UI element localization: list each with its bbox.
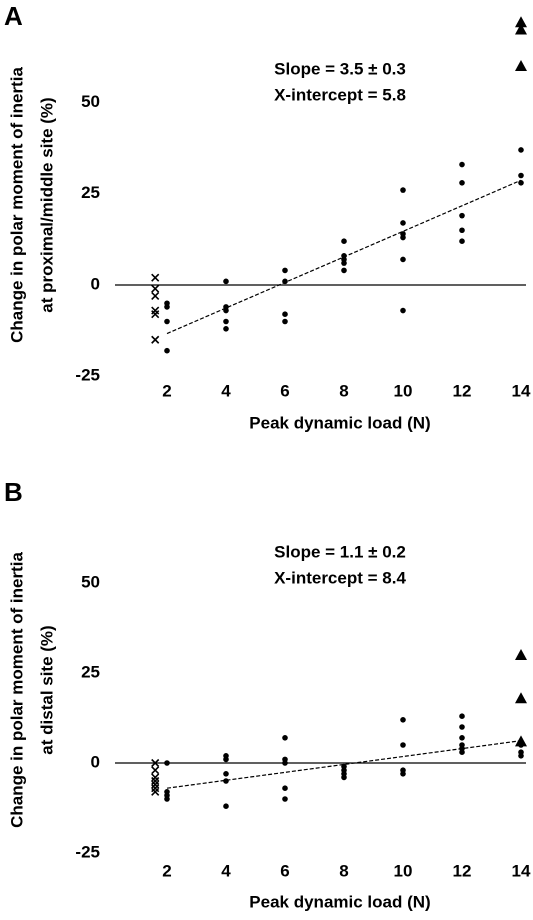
data-point bbox=[164, 760, 170, 766]
data-point bbox=[515, 649, 527, 660]
x-tick-label: 4 bbox=[221, 381, 231, 400]
data-point bbox=[459, 749, 465, 755]
y-tick-label: 0 bbox=[91, 274, 100, 293]
y-axis-label: Change in polar moment of inertia bbox=[7, 67, 26, 343]
y-axis-label: at proximal/middle site (%) bbox=[37, 97, 56, 312]
data-point bbox=[459, 227, 465, 234]
data-point bbox=[515, 692, 527, 704]
data-point bbox=[400, 771, 406, 777]
annotation: Slope = 1.1 ± 0.2 bbox=[274, 542, 406, 561]
x-tick-label: 10 bbox=[394, 861, 413, 880]
data-point bbox=[282, 760, 288, 766]
data-point bbox=[164, 304, 170, 310]
data-point bbox=[151, 273, 160, 282]
y-tick-label: 25 bbox=[81, 662, 100, 681]
data-point bbox=[459, 724, 465, 730]
x-tick-label: 8 bbox=[339, 861, 348, 880]
data-point bbox=[282, 785, 288, 791]
data-point bbox=[515, 23, 527, 35]
data-point bbox=[459, 161, 465, 168]
data-point bbox=[459, 713, 465, 719]
annotation: X-intercept = 5.8 bbox=[274, 85, 406, 104]
x-axis-label: Peak dynamic load (N) bbox=[249, 413, 430, 432]
data-point bbox=[223, 756, 229, 763]
data-point bbox=[515, 60, 527, 71]
data-point bbox=[151, 284, 160, 293]
trend-line bbox=[166, 179, 522, 335]
data-point bbox=[341, 267, 347, 274]
data-point bbox=[400, 307, 406, 314]
data-point bbox=[341, 238, 347, 244]
x-tick-label: 6 bbox=[280, 381, 289, 400]
y-tick-label: 50 bbox=[81, 92, 100, 111]
y-tick-label: 0 bbox=[91, 752, 100, 771]
data-point bbox=[164, 347, 170, 354]
data-point bbox=[223, 318, 229, 325]
panel-label: A bbox=[4, 1, 23, 31]
y-axis-label: Change in polar moment of inertia bbox=[7, 552, 26, 828]
data-point bbox=[282, 318, 288, 325]
trend-line bbox=[166, 740, 522, 789]
data-point bbox=[151, 758, 160, 768]
data-point bbox=[151, 776, 160, 786]
data-point bbox=[341, 260, 347, 266]
annotation: X-intercept = 8.4 bbox=[274, 568, 406, 587]
data-point bbox=[151, 291, 160, 301]
data-point bbox=[518, 753, 524, 759]
data-point bbox=[164, 318, 170, 325]
data-point bbox=[400, 256, 406, 263]
data-point bbox=[400, 220, 406, 226]
x-tick-label: 4 bbox=[221, 861, 231, 880]
data-point bbox=[151, 784, 160, 793]
data-point bbox=[459, 735, 465, 741]
data-point bbox=[400, 717, 406, 723]
annotation: Slope = 3.5 ± 0.3 bbox=[274, 59, 406, 78]
x-tick-label: 12 bbox=[453, 381, 472, 400]
data-point bbox=[282, 311, 288, 318]
x-tick-label: 8 bbox=[339, 381, 348, 400]
y-tick-label: -25 bbox=[75, 366, 100, 385]
y-tick-label: -25 bbox=[75, 842, 100, 861]
data-point bbox=[400, 234, 406, 241]
data-point bbox=[151, 306, 160, 315]
data-point bbox=[518, 172, 524, 179]
data-point bbox=[400, 742, 406, 748]
data-point bbox=[400, 187, 406, 193]
data-point bbox=[341, 774, 347, 781]
data-point bbox=[151, 310, 160, 319]
data-point bbox=[164, 796, 170, 802]
y-tick-label: 50 bbox=[81, 572, 100, 591]
data-point bbox=[151, 773, 160, 782]
data-point bbox=[151, 335, 160, 344]
data-point bbox=[518, 147, 524, 153]
data-point bbox=[151, 766, 160, 775]
data-point bbox=[223, 771, 229, 777]
data-point bbox=[282, 796, 288, 802]
x-tick-label: 2 bbox=[162, 381, 171, 400]
x-tick-label: 10 bbox=[394, 381, 413, 400]
data-point bbox=[459, 238, 465, 244]
x-tick-label: 6 bbox=[280, 861, 289, 880]
data-point bbox=[282, 735, 288, 741]
data-point bbox=[282, 267, 288, 274]
x-tick-label: 14 bbox=[512, 381, 531, 400]
y-axis-label: at distal site (%) bbox=[37, 625, 56, 754]
data-point bbox=[459, 180, 465, 186]
panel-label: B bbox=[4, 477, 23, 507]
data-point bbox=[223, 278, 229, 285]
data-point bbox=[151, 780, 160, 789]
data-point bbox=[151, 787, 160, 796]
x-tick-label: 2 bbox=[162, 861, 171, 880]
x-tick-label: 14 bbox=[512, 861, 531, 880]
x-axis-label: Peak dynamic load (N) bbox=[249, 892, 430, 911]
data-point bbox=[515, 16, 527, 28]
x-tick-label: 12 bbox=[453, 861, 472, 880]
data-point bbox=[223, 803, 229, 809]
data-point bbox=[223, 326, 229, 332]
data-point bbox=[459, 212, 465, 219]
y-tick-label: 25 bbox=[81, 183, 100, 202]
